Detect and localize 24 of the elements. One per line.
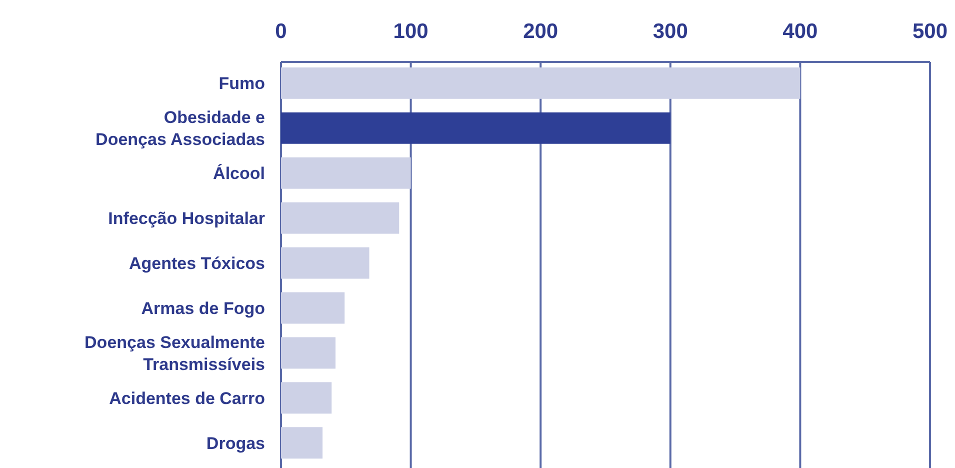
bar [281,382,332,414]
bar [281,112,670,144]
y-tick-label: Infecção Hospitalar [108,209,266,228]
y-tick-label: Acidentes de Carro [109,388,265,408]
bar [281,247,370,279]
y-tick-label: Obesidade e Doenças Associadas [96,108,265,150]
bar [281,292,345,324]
x-tick-label: 0 [275,20,287,43]
y-tick-label: Álcool [213,163,265,184]
bar [281,427,323,459]
y-tick-label: Agentes Tóxicos [128,254,265,273]
bar [281,157,411,189]
x-tick-label: 200 [523,20,558,43]
x-tick-label: 100 [393,20,428,43]
x-tick-label: 500 [912,20,948,43]
x-tick-label: 400 [782,20,818,43]
x-tick-label: 300 [652,20,688,43]
y-tick-label: Drogas [206,434,265,453]
y-tick-label: Armas de Fogo [141,298,265,318]
bar [281,337,336,369]
bar [281,67,800,99]
y-tick-label: Fumo [218,74,265,94]
bar [281,202,400,234]
y-tick-label: Doenças Sexualmente Transmissíveis [84,332,265,374]
